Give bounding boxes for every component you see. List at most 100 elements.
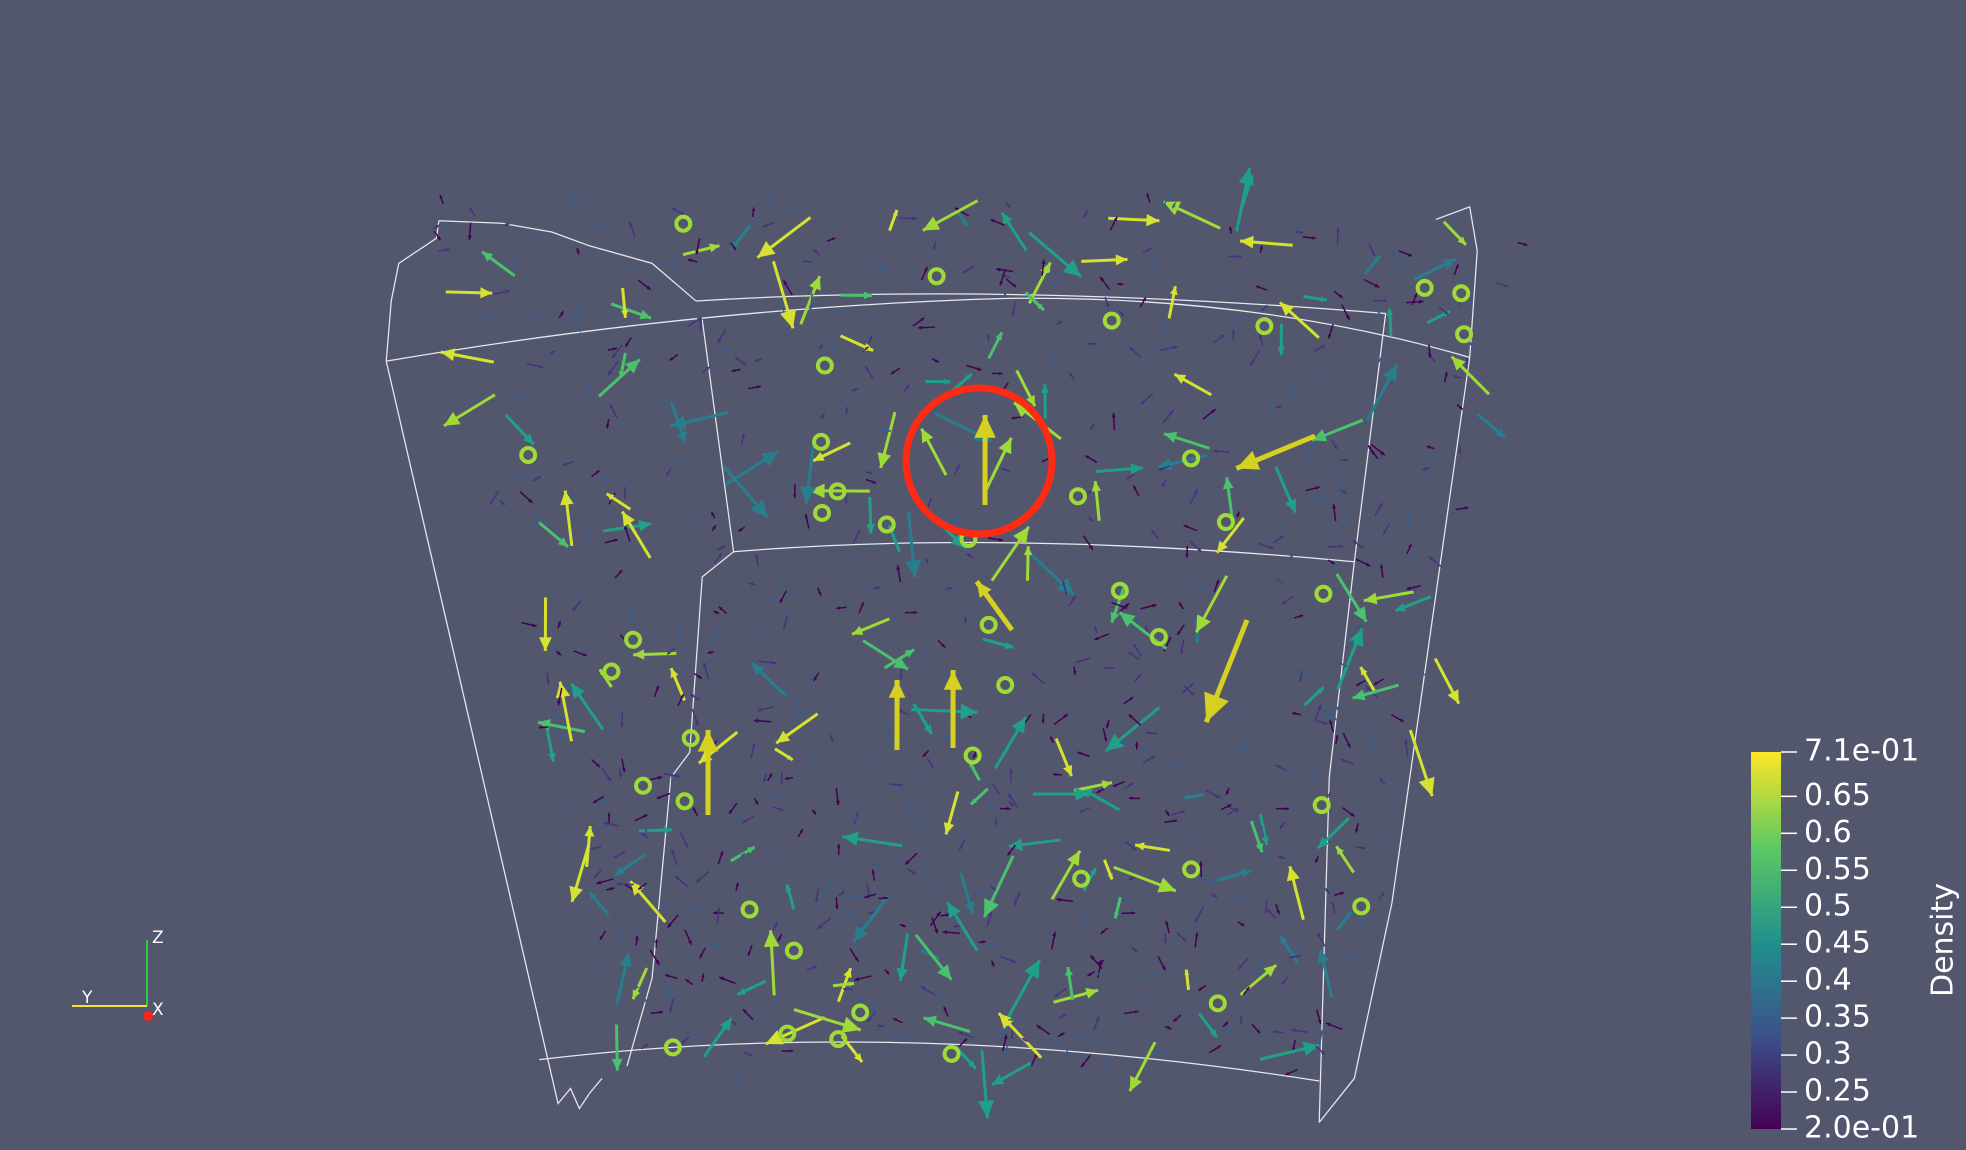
glyph-head <box>757 241 776 258</box>
glyph-head <box>503 222 508 227</box>
glyph-head <box>995 332 1002 341</box>
glyph-head <box>610 591 614 595</box>
outline-edge <box>438 220 697 302</box>
glyph-head <box>1407 512 1413 517</box>
glyph-head <box>748 1053 753 1057</box>
glyph-head <box>922 859 927 865</box>
glyph-head <box>1018 1016 1023 1021</box>
glyph-head <box>717 338 722 343</box>
glyph-head <box>925 559 929 564</box>
glyph-head <box>1359 921 1364 926</box>
glyph-head <box>1451 356 1466 371</box>
glyph-head <box>751 207 756 212</box>
x-axis <box>143 1011 153 1021</box>
glyph-head <box>833 310 838 314</box>
glyph-head <box>1148 247 1153 251</box>
glyph-head <box>1003 292 1007 297</box>
glyph-head <box>905 559 922 578</box>
glyph-head <box>794 696 799 702</box>
glyph-head <box>1239 1015 1243 1020</box>
glyph-head <box>920 317 925 322</box>
glyph-head <box>835 800 840 806</box>
glyph-head <box>715 963 720 967</box>
glyphs <box>432 167 1528 1118</box>
glyph-head <box>1111 412 1116 418</box>
glyph-head <box>678 627 683 632</box>
colorbar-tick-label: 2.0e-01 <box>1804 1111 1919 1146</box>
glyph-head <box>857 922 861 927</box>
glyph-head <box>1063 714 1068 719</box>
glyph-head <box>554 646 559 651</box>
glyph-head <box>1141 747 1145 752</box>
glyph-head <box>607 776 612 782</box>
glyph-head <box>684 842 688 848</box>
glyph-head <box>779 579 783 584</box>
glyph-head <box>1209 1029 1218 1038</box>
glyph-head <box>836 574 841 578</box>
glyph-end <box>1102 311 1121 330</box>
glyph-head <box>1216 540 1228 553</box>
colorbar-tick-label: 0.25 <box>1804 1074 1871 1109</box>
glyph-head <box>1013 526 1029 545</box>
glyph-head <box>793 494 797 499</box>
glyph-head <box>672 208 677 212</box>
glyph-head <box>955 516 960 520</box>
glyph-head <box>702 1057 707 1062</box>
glyph-head <box>1173 819 1178 823</box>
glyph-head <box>1240 922 1245 926</box>
glyph-head <box>1361 534 1366 539</box>
glyph-head <box>1173 1017 1178 1022</box>
glyph-head <box>770 599 776 604</box>
glyph-head <box>696 878 701 883</box>
glyph-head <box>959 845 963 850</box>
glyph-end <box>877 515 896 534</box>
glyph-head <box>1222 477 1234 490</box>
glyph-head <box>1299 230 1304 234</box>
glyph-head <box>1091 481 1101 492</box>
glyph-head <box>612 353 617 359</box>
glyph-head <box>495 467 500 472</box>
glyph-head <box>594 874 598 879</box>
glyph-head <box>755 358 759 362</box>
glyph-head <box>657 373 662 377</box>
glyph-head <box>1002 712 1006 718</box>
glyph-head <box>443 411 461 426</box>
glyph-head <box>1107 873 1113 880</box>
glyph-head <box>1129 796 1133 800</box>
glyph-head <box>1344 458 1349 462</box>
glyph-head <box>528 498 533 503</box>
glyph-head <box>1344 517 1349 523</box>
glyph-head <box>1345 911 1352 919</box>
glyph-head <box>1455 264 1459 269</box>
glyph-head <box>1284 498 1296 513</box>
glyph-head <box>985 208 989 213</box>
glyph-head <box>1011 717 1026 734</box>
glyph-head <box>1112 783 1117 787</box>
glyph-head <box>735 882 739 887</box>
glyph-head <box>1298 678 1303 683</box>
glyph-head <box>557 651 562 656</box>
glyph-head <box>635 935 639 940</box>
glyph-head <box>1336 846 1344 855</box>
glyph-head <box>802 259 807 264</box>
glyph-head <box>773 997 778 1002</box>
glyph-head <box>596 880 602 885</box>
glyph-head <box>688 940 692 945</box>
glyph-head <box>570 313 575 318</box>
glyph-head <box>1285 806 1289 811</box>
glyph-head <box>783 624 787 629</box>
glyph-head <box>603 821 609 826</box>
glyph-head <box>1122 604 1128 609</box>
glyph-head <box>1174 374 1187 384</box>
glyph-head <box>854 976 860 982</box>
glyph-head <box>716 907 721 913</box>
glyph-head <box>1129 347 1134 352</box>
glyph-head <box>523 433 534 445</box>
glyph-head <box>751 743 756 748</box>
glyph-head <box>934 928 938 934</box>
glyph-head <box>1238 965 1243 970</box>
glyph-head <box>998 437 1012 455</box>
glyph-head <box>446 248 451 252</box>
glyph-head <box>876 586 881 590</box>
glyph-head <box>1129 697 1134 701</box>
